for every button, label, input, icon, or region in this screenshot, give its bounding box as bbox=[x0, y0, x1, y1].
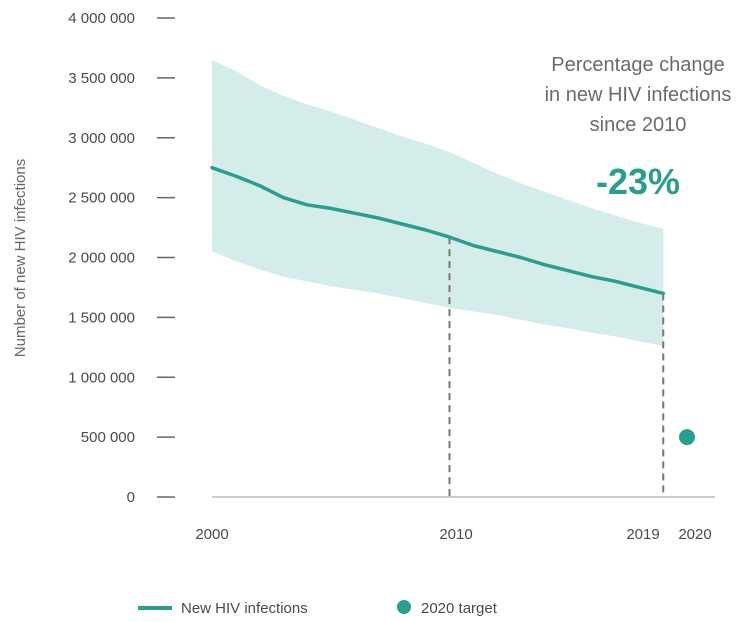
new-hiv-infections-line bbox=[210, 165, 666, 296]
y-tick-label: 2 500 000 bbox=[68, 190, 135, 207]
uncertainty-band bbox=[212, 59, 664, 347]
y-tick-label: 4 000 000 bbox=[68, 10, 135, 27]
percentage-change-annotation: Percentage change in new HIV infections … bbox=[545, 54, 732, 202]
annotation-value: -23% bbox=[596, 161, 680, 202]
annotation-line-3: since 2010 bbox=[590, 114, 687, 136]
y-tick-label: 1 000 000 bbox=[68, 369, 135, 386]
uncertainty-band-layer bbox=[212, 59, 715, 498]
legend-label-2020-target: 2020 target bbox=[421, 600, 498, 617]
y-tick-label: 1 500 000 bbox=[68, 309, 135, 326]
x-tick-label: 2020 bbox=[678, 526, 711, 543]
series-line-layer bbox=[210, 165, 666, 296]
legend-dot-swatch bbox=[397, 600, 411, 614]
annotation-line-1: Percentage change bbox=[551, 54, 724, 76]
reference-lines-layer bbox=[448, 237, 665, 497]
x-tick-label: 2010 bbox=[439, 526, 472, 543]
x-tick-label: 2019 bbox=[626, 526, 659, 543]
legend: New HIV infections 2020 target bbox=[138, 600, 498, 617]
y-tick-label: 3 000 000 bbox=[68, 130, 135, 147]
y-tick-label: 2 000 000 bbox=[68, 250, 135, 267]
x-axis-layer: 2000 2010 2019 2020 bbox=[195, 526, 711, 543]
y-tick-label: 500 000 bbox=[81, 429, 135, 446]
target-point-layer bbox=[679, 429, 695, 446]
annotation-line-2: in new HIV infections bbox=[545, 84, 732, 106]
y-tick-label: 0 bbox=[127, 489, 135, 506]
y-axis-layer: 0 500 000 1 000 000 1 500 000 2 000 000 2 500… bbox=[68, 10, 175, 506]
x-tick-label: 2000 bbox=[195, 526, 228, 543]
y-tick-label: 3 500 000 bbox=[68, 70, 135, 87]
target-2020-point bbox=[679, 429, 695, 446]
y-axis-title: Number of new HIV infections bbox=[12, 159, 29, 357]
legend-label-new-infections: New HIV infections bbox=[181, 600, 308, 617]
